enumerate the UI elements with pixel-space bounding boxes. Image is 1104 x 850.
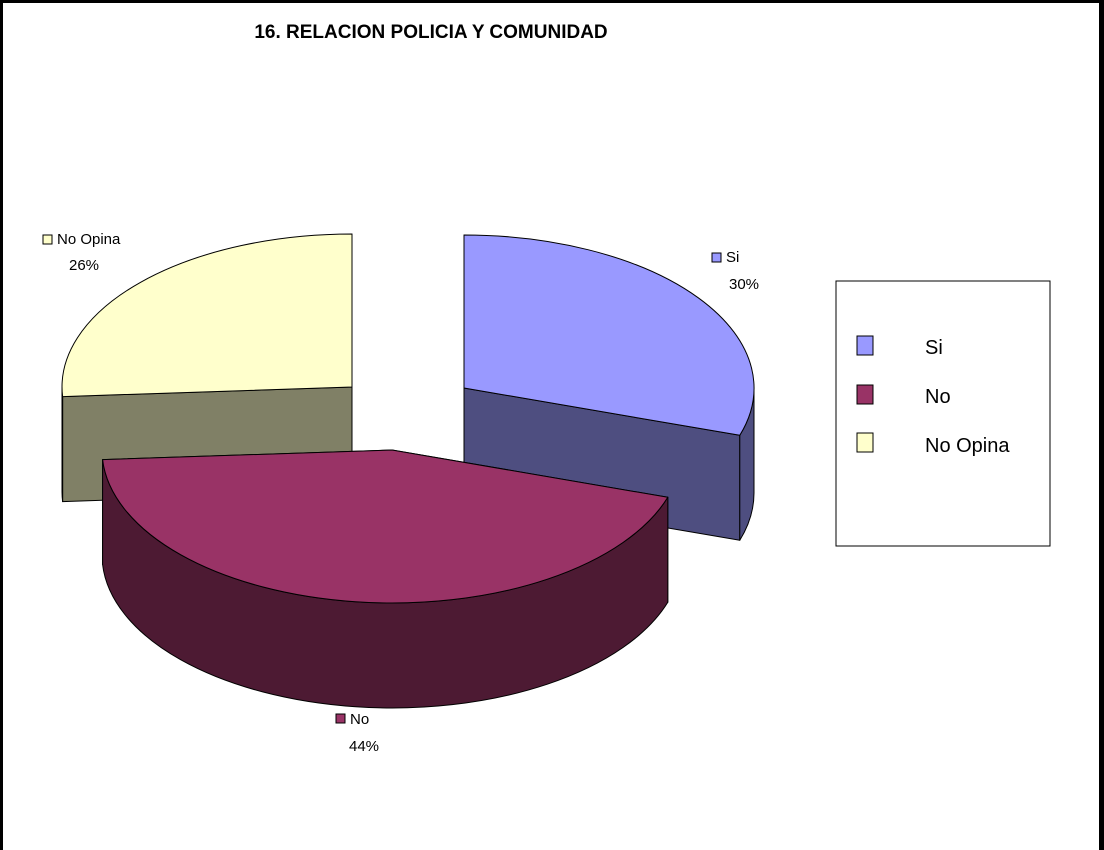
label-swatch-si	[711, 252, 722, 263]
legend-label-no-opina: No Opina	[925, 435, 1010, 457]
data-label-no: No 44%	[335, 711, 379, 755]
pie-top-si	[463, 234, 755, 436]
pie-top-no	[102, 449, 669, 604]
label-swatch-no-opina	[42, 234, 53, 245]
label-value-si: 30%	[729, 276, 759, 293]
pie-slices	[61, 233, 755, 709]
label-name-no: No	[350, 711, 369, 728]
legend-label-si: Si	[925, 337, 943, 359]
label-value-no-opina: 26%	[69, 257, 99, 274]
data-label-no-opina: No Opina 26%	[42, 231, 121, 274]
chart-title: 16. RELACION POLICIA Y COMUNIDAD	[254, 22, 607, 43]
label-value-no: 44%	[349, 738, 379, 755]
legend-label-no: No	[925, 386, 951, 408]
pie-slice-no	[102, 449, 669, 709]
legend-box	[835, 280, 1051, 547]
label-swatch-no	[335, 713, 346, 724]
label-name-no-opina: No Opina	[57, 231, 121, 248]
pie-side-no-opina	[61, 386, 64, 503]
legend-swatch-no	[856, 384, 874, 405]
legend-swatch-no-opina	[856, 432, 874, 453]
pie-top-no-opina	[61, 233, 353, 398]
legend-swatch-si	[856, 335, 874, 356]
data-label-si: Si 30%	[711, 249, 759, 293]
label-name-si: Si	[726, 249, 739, 266]
legend: Si No No Opina	[835, 280, 1051, 547]
